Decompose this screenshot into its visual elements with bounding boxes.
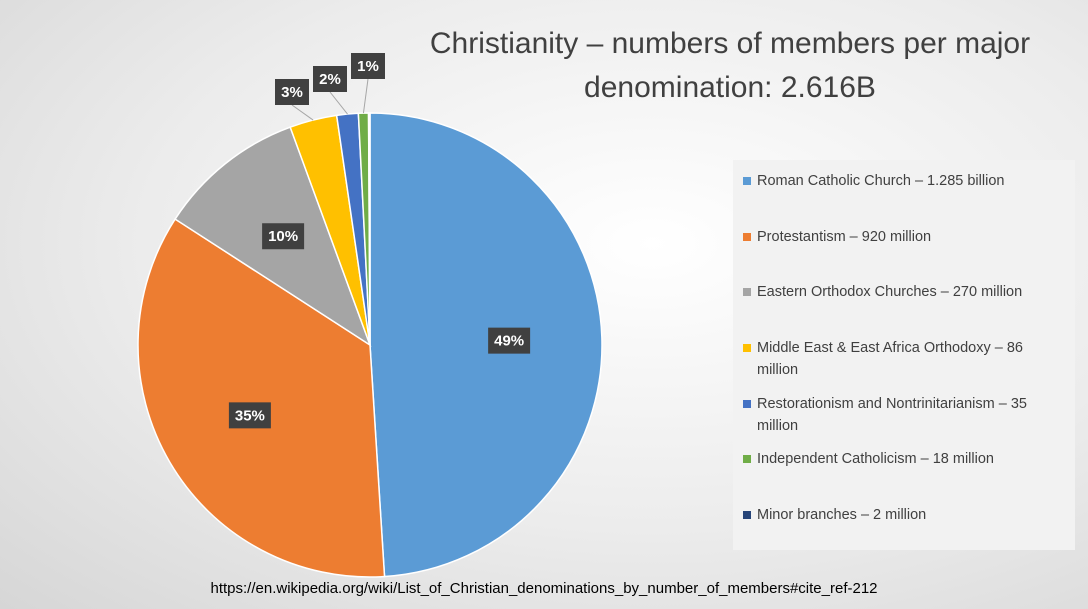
leader-line	[291, 104, 314, 121]
data-label: 10%	[268, 228, 298, 245]
leader-line	[329, 91, 348, 115]
leader-line	[362, 78, 369, 114]
legend-label: Middle East & East Africa Orthodoxy – 86…	[757, 340, 1023, 379]
data-label-box	[313, 66, 347, 92]
legend-item: Restorationism and Nontrinitarianism – 3…	[743, 393, 1067, 449]
data-label: 1%	[357, 58, 379, 75]
legend-swatch	[743, 288, 751, 297]
legend-item: Middle East & East Africa Orthodoxy – 86…	[743, 337, 1067, 393]
data-label-box	[228, 402, 271, 429]
pie-slice	[137, 218, 386, 578]
chart-title: Christianity – numbers of members per ma…	[429, 27, 1031, 104]
legend-item: Eastern Orthodox Churches – 270 million	[743, 281, 1067, 337]
pie-slice	[369, 112, 603, 578]
legend-swatch	[743, 399, 751, 408]
data-label: 3%	[281, 84, 303, 101]
legend-swatch	[743, 455, 751, 464]
data-label: 49%	[494, 333, 524, 350]
legend-swatch	[743, 177, 751, 185]
data-label-box	[488, 327, 531, 354]
source: https://en.wikipedia.org/wiki/List_of_Ch…	[210, 580, 878, 597]
legend: Roman Catholic Church – 1.285 billion Pro…	[733, 160, 1075, 550]
legend-item: Roman Catholic Church – 1.285 billion	[743, 170, 1067, 226]
legend-label: Independent Catholicism – 18 million	[757, 451, 994, 468]
legend-label: Restorationism and Nontrinitarianism – 3…	[757, 395, 1027, 434]
data-label-box	[351, 53, 385, 79]
data-label-box	[262, 223, 305, 250]
legend-swatch	[743, 344, 751, 353]
legend-label: Minor branches – 2 million	[757, 507, 927, 524]
legend-item: Protestantism – 920 million	[743, 226, 1067, 282]
legend-label: Eastern Orthodox Churches – 270 million	[757, 284, 1023, 301]
data-label: 35%	[235, 407, 265, 424]
legend-item: Minor branches – 2 million	[743, 504, 1067, 560]
data-label: 2%	[319, 71, 341, 88]
legend-swatch	[743, 511, 751, 520]
pie-slice	[367, 112, 371, 346]
legend-label: Protestantism – 920 million	[757, 228, 932, 245]
legend-swatch	[743, 232, 751, 241]
legend-label: Roman Catholic Church – 1.285 billion	[757, 173, 1005, 189]
data-label-box	[275, 79, 309, 105]
legend-item: Independent Catholicism – 18 million	[743, 448, 1067, 504]
